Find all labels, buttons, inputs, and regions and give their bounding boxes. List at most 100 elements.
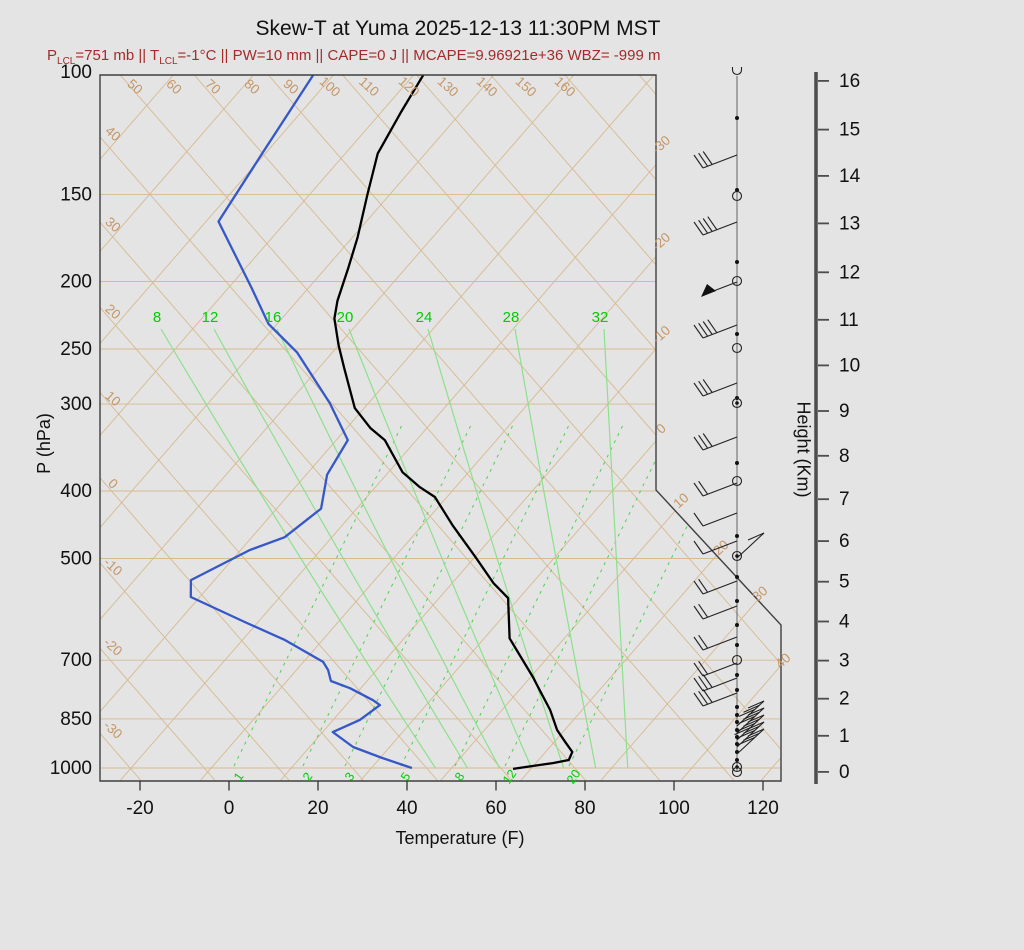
- plot-label: 150: [60, 185, 92, 206]
- plot-label: 1: [839, 726, 850, 747]
- plot-label: 30: [749, 583, 770, 604]
- plot-label: 1000: [50, 758, 92, 779]
- wind-dot: [735, 116, 739, 120]
- plot-label: -20: [101, 635, 126, 659]
- wind-circle: [731, 342, 743, 354]
- wind-dot: [735, 461, 739, 465]
- plot-label: 12: [500, 767, 519, 786]
- plot-label: 40: [772, 650, 793, 671]
- temperature-axis-title: Temperature (F): [395, 828, 525, 848]
- plot-label: 850: [60, 709, 92, 730]
- subtitle-segment: LCL: [159, 56, 178, 67]
- plot-label: 60: [163, 76, 184, 97]
- wind-pennant: [701, 284, 716, 297]
- plot-label: 5: [839, 572, 850, 593]
- plot-label: 110: [356, 74, 382, 100]
- plot-label: 20: [337, 309, 354, 326]
- wind-dot: [735, 401, 739, 405]
- plot-label: 130: [435, 74, 462, 100]
- subtitle-segment: =-1°C || PW=10 mm || CAPE=0 J || MCAPE=9…: [177, 47, 661, 64]
- plot-label: 90: [280, 76, 301, 97]
- wind-dot: [735, 599, 739, 603]
- plot-label: -20: [126, 798, 153, 819]
- plot-label: 7: [839, 489, 850, 510]
- plot-label: 700: [60, 650, 92, 671]
- plot-label: 32: [592, 309, 609, 326]
- plot-label: 10: [102, 388, 123, 409]
- wind-dot: [735, 735, 739, 739]
- wind-dot: [735, 688, 739, 692]
- plot-border: [99, 74, 782, 782]
- subtitle-segment: =751 mb || T: [75, 47, 160, 64]
- plot-label: 100: [317, 74, 344, 100]
- wind-dot: [735, 643, 739, 647]
- plot-label: 13: [839, 213, 860, 234]
- plot-label: 500: [60, 549, 92, 570]
- plot-label: 2: [839, 689, 850, 710]
- plot-label: 16: [839, 71, 860, 92]
- dewpoint-curve: [189, 75, 413, 770]
- chart-title: Skew-T at Yuma 2025-12-13 11:30PM MST: [255, 17, 661, 40]
- plot-label: 20: [102, 301, 123, 322]
- plot-label: 16: [265, 309, 282, 326]
- plot-label: 40: [102, 123, 123, 144]
- plot-label: 300: [60, 394, 92, 415]
- wind-dot: [735, 534, 739, 538]
- plot-label: 120: [747, 798, 779, 819]
- wind-barb-column: [693, 67, 765, 778]
- plot-label: 24: [416, 309, 433, 326]
- wind-dot: [735, 623, 739, 627]
- plot-label: 200: [60, 272, 92, 293]
- wind-dot: [735, 713, 739, 717]
- plot-label: 80: [574, 798, 595, 819]
- plot-label: 15: [839, 120, 860, 141]
- subtitle-segment: LCL: [57, 56, 76, 67]
- wind-dot: [735, 575, 739, 579]
- plot-label: 30: [102, 214, 123, 235]
- plot-label: 250: [60, 339, 92, 360]
- plot-label: 11: [839, 310, 859, 331]
- wind-circle: [731, 275, 743, 287]
- wind-dot: [735, 260, 739, 264]
- wind-circle: [731, 475, 743, 487]
- plot-label: 40: [396, 798, 417, 819]
- plot-label: 50: [124, 76, 145, 97]
- chart-subtitle: PLCL=751 mb || TLCL=-1°C || PW=10 mm || …: [47, 47, 660, 67]
- plot-label: 28: [503, 309, 520, 326]
- plot-label: 400: [60, 481, 92, 502]
- plot-label: -30: [649, 133, 674, 157]
- plot-label: 60: [485, 798, 506, 819]
- wind-circle: [731, 550, 743, 562]
- subtitle-segment: P: [47, 47, 58, 64]
- wind-dot: [735, 720, 739, 724]
- plot-label: -20: [649, 230, 674, 254]
- wind-dot: [735, 728, 739, 732]
- plot-label: 0: [839, 762, 850, 783]
- wind-dot: [735, 742, 739, 746]
- plot-label: 12: [839, 262, 860, 283]
- plot-label: 8: [839, 446, 850, 467]
- plot-label: 4: [839, 612, 850, 633]
- plot-label: -10: [649, 323, 674, 347]
- background-grid: [100, 75, 781, 781]
- plot-label: 10: [670, 490, 691, 511]
- plot-label: 100: [658, 798, 690, 819]
- plot-label: 0: [105, 476, 121, 492]
- plot-label: 80: [241, 76, 262, 97]
- wind-circle: [731, 654, 743, 666]
- wind-circle: [731, 190, 743, 202]
- plot-label: 3: [839, 651, 850, 672]
- wind-circle: [731, 397, 743, 409]
- plot-label: 9: [839, 401, 850, 422]
- plot-label: 10: [839, 355, 860, 376]
- plot-label: 140: [474, 74, 501, 100]
- wind-dot: [735, 705, 739, 709]
- plot-label: 0: [224, 798, 235, 819]
- temperature-curve: [333, 75, 574, 771]
- wind-dot: [735, 758, 739, 762]
- plot-label: 8: [153, 309, 161, 326]
- wind-circle: [731, 761, 743, 773]
- plot-label: 14: [839, 166, 861, 187]
